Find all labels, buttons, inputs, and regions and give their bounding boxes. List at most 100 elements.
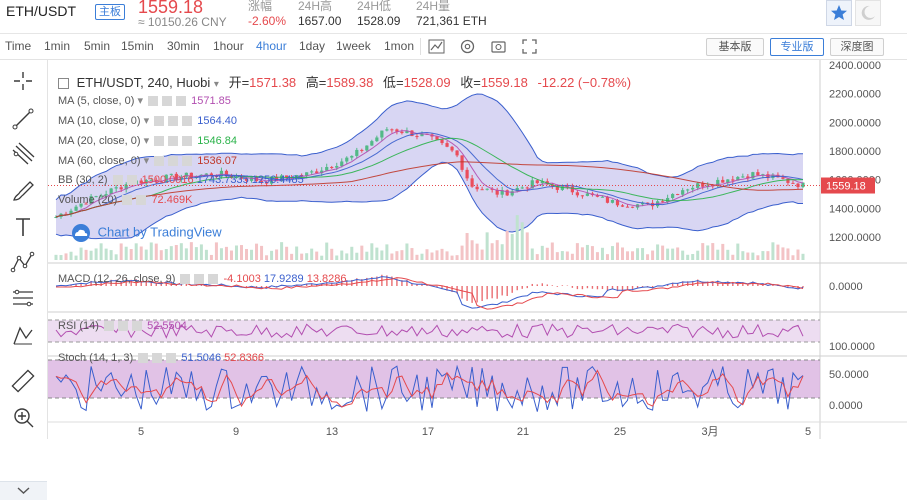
pitchfork-icon[interactable] <box>8 140 38 170</box>
volume-bar <box>114 254 118 260</box>
candle-body <box>179 176 183 180</box>
view-pro-button[interactable]: 专业版 <box>770 38 824 56</box>
legend-rsi[interactable]: RSI (14) 52.5504 <box>58 320 187 332</box>
eye-icon[interactable] <box>154 156 165 167</box>
candle-body <box>239 176 244 179</box>
interval-15min[interactable]: 15min <box>121 39 154 53</box>
price-tick-label: 1800.0000 <box>829 146 881 158</box>
interval-1week[interactable]: 1week <box>336 39 371 53</box>
volume-bar <box>239 245 243 260</box>
view-basic-button[interactable]: 基本版 <box>706 38 764 56</box>
eye-icon[interactable] <box>138 353 149 364</box>
interval-4hour[interactable]: 4hour <box>256 39 287 53</box>
price-chart[interactable]: 2400.00002200.00002000.00001800.00001600… <box>48 60 907 439</box>
fullscreen-icon[interactable] <box>520 37 539 56</box>
settings-icon[interactable] <box>168 136 179 147</box>
volume-bar <box>585 244 589 260</box>
screenshot-icon[interactable] <box>489 37 508 56</box>
fibonacci-icon[interactable] <box>8 284 38 314</box>
volume-bar <box>485 232 489 260</box>
candle-body <box>686 189 690 191</box>
pair-name[interactable]: ETH/USDT <box>6 3 76 19</box>
volume-bar <box>310 248 314 260</box>
candle-body <box>480 189 484 191</box>
tradingview-watermark[interactable]: Chart by TradingView <box>68 224 222 242</box>
interval-1min[interactable]: 1min <box>44 39 71 53</box>
collapse-icon[interactable] <box>58 78 69 90</box>
projection-icon[interactable] <box>8 320 38 350</box>
settings-icon[interactable] <box>136 195 147 206</box>
settings-icon[interactable] <box>162 96 173 107</box>
indicator-icon[interactable] <box>427 37 446 56</box>
interval-5min[interactable]: 5min <box>84 39 111 53</box>
text-icon[interactable] <box>8 212 38 242</box>
eye-icon[interactable] <box>112 175 123 186</box>
brush-icon[interactable] <box>8 176 38 206</box>
zoom-in-icon[interactable] <box>8 402 38 432</box>
close-icon[interactable] <box>132 321 143 332</box>
pattern-icon[interactable] <box>8 248 38 278</box>
settings-icon[interactable] <box>168 156 179 167</box>
legend-macd[interactable]: MACD (12, 26, close, 9) -4.1003 17.9289 … <box>58 273 346 285</box>
eye-icon[interactable] <box>154 136 165 147</box>
volume-bar <box>791 255 795 260</box>
collapse-toolbar-button[interactable] <box>0 481 47 500</box>
settings-icon[interactable] <box>118 321 129 332</box>
volume-bar <box>79 247 83 260</box>
eye-icon[interactable] <box>180 274 191 285</box>
legend-ma20[interactable]: MA (20, close, 0) ▾ 1546.84 <box>58 135 238 147</box>
volume-bar <box>656 244 660 260</box>
candle-body <box>746 176 750 179</box>
volume-bar <box>265 255 269 260</box>
candle-body <box>264 181 269 184</box>
eye-icon[interactable] <box>104 321 115 332</box>
settings-icon[interactable] <box>152 353 163 364</box>
title-menu-icon[interactable]: ▾ <box>213 79 219 90</box>
close-icon[interactable] <box>166 353 177 364</box>
favorite-button[interactable] <box>826 0 852 26</box>
interval-30min[interactable]: 30min <box>167 39 200 53</box>
crosshair-icon[interactable] <box>8 66 38 96</box>
candle-body <box>280 175 284 181</box>
settings-icon[interactable] <box>458 37 477 56</box>
ma20-value: 1546.84 <box>197 135 238 147</box>
close-icon[interactable] <box>182 156 193 167</box>
trend-line-icon[interactable] <box>8 104 38 134</box>
candle-body <box>124 184 128 190</box>
ma10-line <box>55 131 804 218</box>
settings-icon[interactable] <box>126 175 137 186</box>
candle-body <box>540 181 544 184</box>
volume-bar <box>134 243 138 260</box>
candle-body <box>99 195 103 197</box>
ma60-value: 1536.07 <box>197 155 238 167</box>
legend-stoch[interactable]: Stoch (14, 1, 3) 51.5046 52.8366 <box>58 352 264 364</box>
interval-1hour[interactable]: 1hour <box>213 39 244 53</box>
interval-time[interactable]: Time <box>5 39 32 53</box>
eye-icon[interactable] <box>154 116 165 127</box>
eye-icon[interactable] <box>148 96 159 107</box>
theme-toggle-button[interactable] <box>855 0 881 26</box>
candle-body <box>681 190 685 195</box>
interval-1day[interactable]: 1day <box>299 39 326 53</box>
eye-icon[interactable] <box>122 195 133 206</box>
legend-ma60[interactable]: MA (60, close, 0) ▾ 1536.07 <box>58 155 238 167</box>
close-icon[interactable] <box>208 274 219 285</box>
chart-area[interactable]: 2400.00002200.00002000.00001800.00001600… <box>48 60 907 439</box>
settings-icon[interactable] <box>194 274 205 285</box>
view-depth-button[interactable]: 深度图 <box>830 38 884 56</box>
legend-bb[interactable]: BB (30, 2) 1500.0916 1743.7335 1256.4485 <box>58 174 304 186</box>
close-icon[interactable] <box>176 96 187 107</box>
volume-bar <box>380 250 384 260</box>
legend-volume[interactable]: Volume (20) 72.469K <box>58 194 192 206</box>
macd-line-value: 17.9289 <box>263 273 304 285</box>
volume-bar <box>450 255 454 260</box>
settings-icon[interactable] <box>168 116 179 127</box>
volume-bar <box>771 242 775 260</box>
close-icon[interactable] <box>182 116 193 127</box>
candle-body <box>741 176 745 178</box>
legend-ma10[interactable]: MA (10, close, 0) ▾ 1564.40 <box>58 115 238 127</box>
close-icon[interactable] <box>182 136 193 147</box>
legend-ma5[interactable]: MA (5, close, 0) ▾ 1571.85 <box>58 95 231 107</box>
ruler-icon[interactable] <box>8 366 38 396</box>
interval-1mon[interactable]: 1mon <box>384 39 415 53</box>
